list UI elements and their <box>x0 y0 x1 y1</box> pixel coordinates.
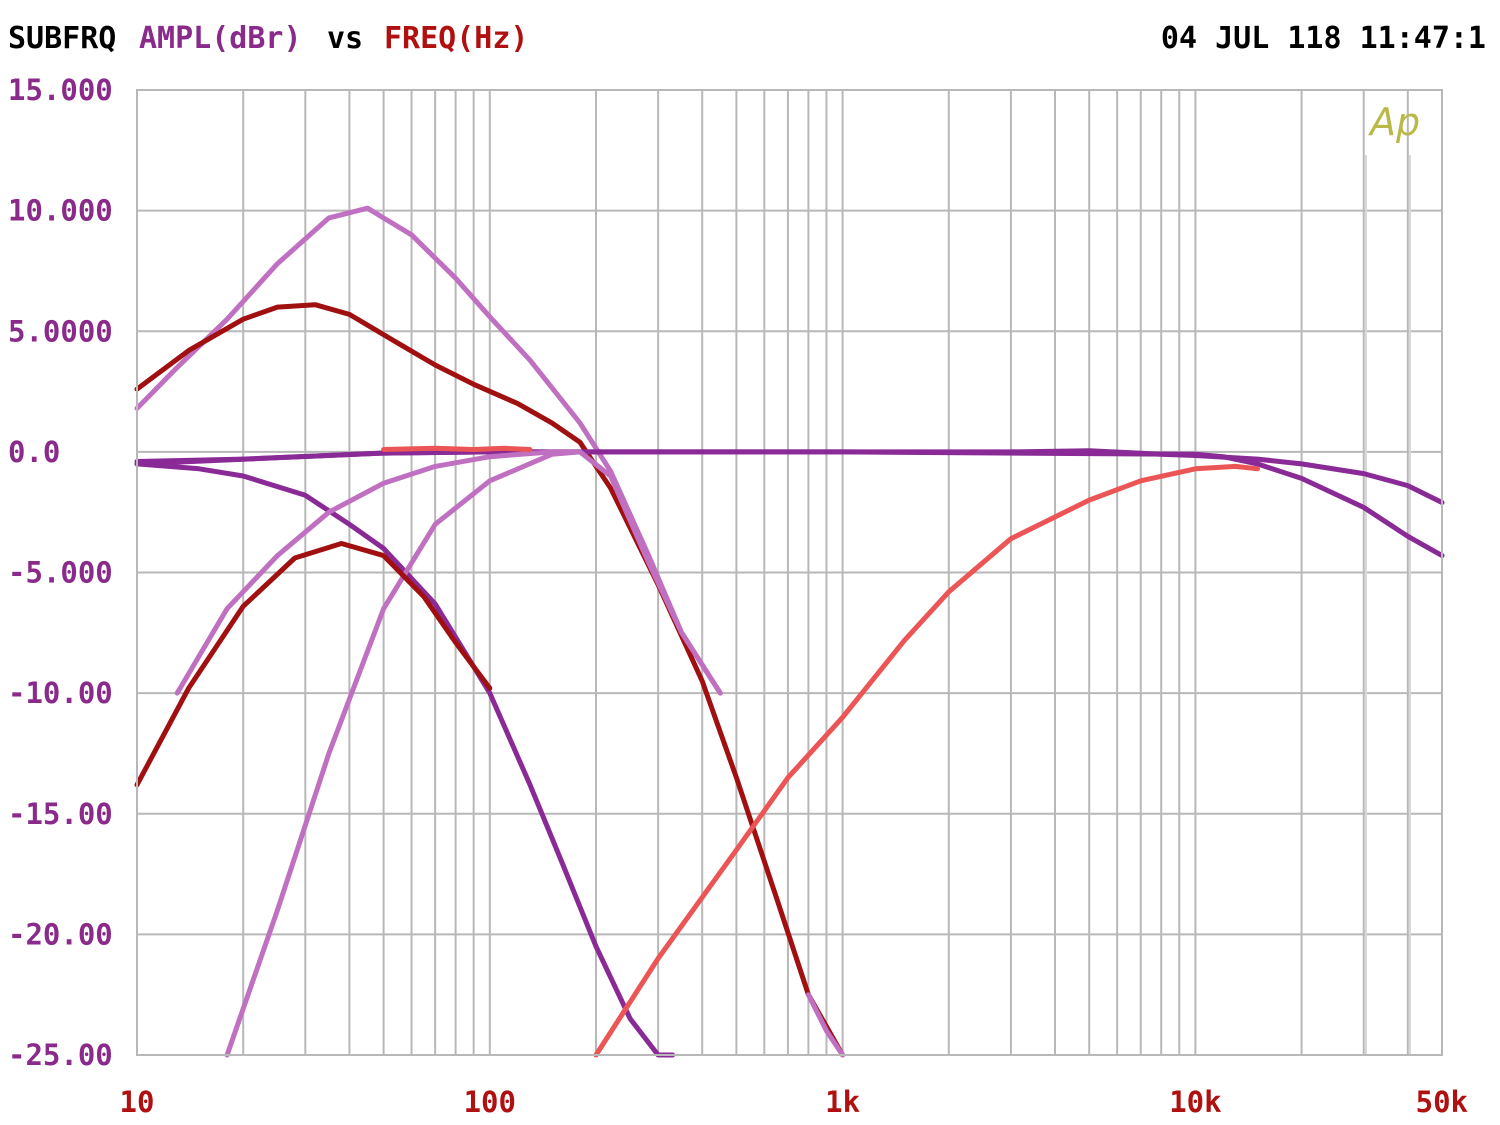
y-tick-label: -5.000 <box>8 556 113 590</box>
plot-frame <box>136 89 1443 1056</box>
y-tick-label: 5.0000 <box>8 314 113 348</box>
timestamp: 04 JUL 118 11:47:1 <box>1161 21 1486 56</box>
x-tick-label: 100 <box>464 1085 516 1119</box>
x-tick-label: 10 <box>120 1085 155 1119</box>
series-line <box>381 445 533 452</box>
y-tick-label: 10.000 <box>8 194 113 228</box>
y-tick-label: -20.00 <box>8 917 113 951</box>
series-line <box>134 449 1445 559</box>
series-line <box>134 205 723 696</box>
y-tick-label: 0.0 <box>8 435 60 469</box>
ap-logo: Ap <box>1367 100 1420 144</box>
series-line <box>805 992 846 1058</box>
series-line <box>134 461 676 1058</box>
series-line <box>134 448 1445 505</box>
vs-label: vs <box>327 21 363 56</box>
x-tick-labels: 10 100 1k 10k 50k <box>120 1085 1468 1119</box>
x-quantity-label: FREQ(Hz) <box>384 21 529 56</box>
y-tick-label: 15.000 <box>8 73 113 107</box>
series-line <box>593 463 1260 1058</box>
analyzer-name: SUBFRQ <box>8 21 116 56</box>
y-tick-label: -15.00 <box>8 797 113 831</box>
series-line <box>134 541 493 788</box>
x-tick-label: 10k <box>1169 1085 1221 1119</box>
y-tick-label: -10.00 <box>8 676 113 710</box>
series-line <box>134 302 846 1058</box>
y-quantity-label: AMPL(dBr) <box>139 21 302 56</box>
plot-grid <box>136 89 1443 1056</box>
series-line <box>174 449 583 696</box>
plot-curves <box>134 205 1445 1058</box>
x-tick-label: 1k <box>825 1085 860 1119</box>
x-tick-label: 50k <box>1416 1085 1468 1119</box>
y-tick-labels: 15.000 10.000 5.0000 0.0 -5.000 -10.00 -15.00 -… <box>8 73 113 1072</box>
y-tick-label: -25.00 <box>8 1038 113 1072</box>
series-line <box>224 449 723 1058</box>
